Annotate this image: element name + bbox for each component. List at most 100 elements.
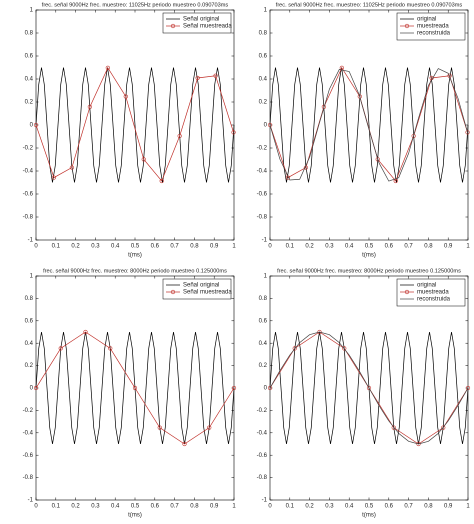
y-tick-label: 0.8 <box>25 296 34 302</box>
sample-marker <box>182 441 187 447</box>
sample-marker <box>195 75 200 81</box>
sample-marker <box>108 346 113 351</box>
x-tick-label: 1 <box>232 504 236 510</box>
sample-marker <box>207 425 212 430</box>
subplot: frec. señal 9000Hz frec. muestreo: 11025… <box>23 2 237 258</box>
sample-marker <box>416 441 421 447</box>
sample-marker <box>33 122 39 128</box>
sample-marker <box>141 157 146 162</box>
y-tick-label: -1 <box>28 498 34 504</box>
sample-marker <box>375 157 380 162</box>
chart-title: frec. señal 9000Hz frec. muestreo: 8000H… <box>43 268 227 274</box>
sample-marker <box>33 385 39 391</box>
x-tick-label: 0.3 <box>91 244 100 250</box>
y-tick-label: -1 <box>28 238 34 244</box>
y-tick-label: 1 <box>30 8 34 14</box>
legend-box <box>162 12 232 34</box>
legend-marker <box>404 23 410 29</box>
chart-title: frec. señal 9000Hz frec. muestreo: 11025… <box>42 2 229 8</box>
x-tick-label: 0.2 <box>305 504 314 510</box>
y-tick-label: 0 <box>30 123 34 129</box>
x-tick-label: 0 <box>34 504 38 510</box>
sample-marker <box>231 130 236 135</box>
x-tick-label: 0.5 <box>365 504 374 510</box>
x-tick-label: 0 <box>268 244 272 250</box>
sample-marker <box>51 175 57 180</box>
y-tick-label: 0.8 <box>25 31 34 37</box>
y-tick-label: -0.2 <box>23 408 34 414</box>
x-tick-label: 0.8 <box>424 244 433 250</box>
sample-marker <box>105 65 110 70</box>
legend-label: reconstruida <box>417 31 451 37</box>
legend-label: muestreada <box>417 290 449 296</box>
y-tick-label: 0.6 <box>259 318 268 324</box>
legend-label: original <box>417 17 436 23</box>
x-tick-label: 0.8 <box>190 504 199 510</box>
y-tick-label: 0.6 <box>25 54 34 60</box>
chart-title: frec. señal 9000Hz frec. muestreo: 11025… <box>276 2 463 8</box>
x-tick-label: 0.3 <box>91 504 100 510</box>
x-tick-label: 0.1 <box>52 244 61 250</box>
legend-label: Señal muestreada <box>183 24 232 30</box>
sample-marker <box>465 130 470 135</box>
sample-marker <box>157 425 162 430</box>
y-tick-label: -0.6 <box>23 453 34 459</box>
y-tick-label: -0.4 <box>23 169 34 175</box>
y-tick-label: 0.8 <box>259 296 268 302</box>
x-tick-label: 0.6 <box>385 244 394 250</box>
series-line <box>35 67 235 183</box>
series-line <box>269 68 469 182</box>
subplot: frec. señal 9000Hz frec. muestreo: 8000H… <box>23 268 237 518</box>
legend-box <box>396 278 466 307</box>
x-tick-label: 1 <box>466 244 470 250</box>
y-tick-label: -0.4 <box>257 430 268 436</box>
y-tick-label: 0.8 <box>259 31 268 37</box>
sample-marker <box>213 73 218 78</box>
y-tick-label: -0.2 <box>23 146 34 152</box>
y-tick-label: 0.2 <box>259 363 268 369</box>
series-line <box>35 331 235 445</box>
x-tick-label: 0.6 <box>385 504 394 510</box>
sample-marker <box>58 346 63 351</box>
y-tick-label: -0.8 <box>23 475 34 481</box>
x-tick-label: 0.5 <box>365 244 374 250</box>
x-tick-label: 0.3 <box>325 244 334 250</box>
legend-marker <box>170 289 176 295</box>
sample-marker <box>357 94 362 99</box>
sample-marker <box>366 385 372 391</box>
x-tick-label: 0.1 <box>52 504 61 510</box>
x-tick-label: 0.2 <box>71 504 80 510</box>
sample-marker <box>342 346 347 351</box>
y-tick-label: 0 <box>30 386 34 392</box>
x-tick-label: 0.8 <box>424 504 433 510</box>
x-tick-label: 1 <box>232 244 236 250</box>
subplot: frec. señal 9000Hz frec. muestreo: 11025… <box>257 2 471 258</box>
sample-marker <box>393 178 398 184</box>
y-tick-label: 0 <box>264 386 268 392</box>
sample-marker <box>123 94 128 99</box>
series-line <box>269 67 469 183</box>
y-tick-label: 0.2 <box>25 100 34 106</box>
x-tick-label: 0.5 <box>131 504 140 510</box>
sample-marker <box>87 104 92 109</box>
y-tick-label: -0.4 <box>23 430 34 436</box>
y-tick-label: -0.8 <box>23 215 34 221</box>
legend-label: original <box>417 283 436 289</box>
y-tick-label: -0.4 <box>257 169 268 175</box>
y-tick-label: 0.4 <box>25 77 34 83</box>
x-tick-label: 0.4 <box>111 504 120 510</box>
x-tick-label: 0 <box>34 244 38 250</box>
x-tick-label: 0.6 <box>151 244 160 250</box>
x-tick-label: 0.6 <box>151 504 160 510</box>
x-tick-label: 0 <box>268 504 272 510</box>
y-tick-label: -0.2 <box>257 408 268 414</box>
x-axis-label: t(ms) <box>362 253 376 259</box>
x-tick-label: 0.8 <box>190 244 199 250</box>
sample-marker <box>267 122 273 128</box>
x-tick-label: 0.7 <box>170 244 179 250</box>
y-tick-label: 0.4 <box>259 77 268 83</box>
sample-marker <box>292 346 297 351</box>
sample-marker <box>391 425 396 430</box>
